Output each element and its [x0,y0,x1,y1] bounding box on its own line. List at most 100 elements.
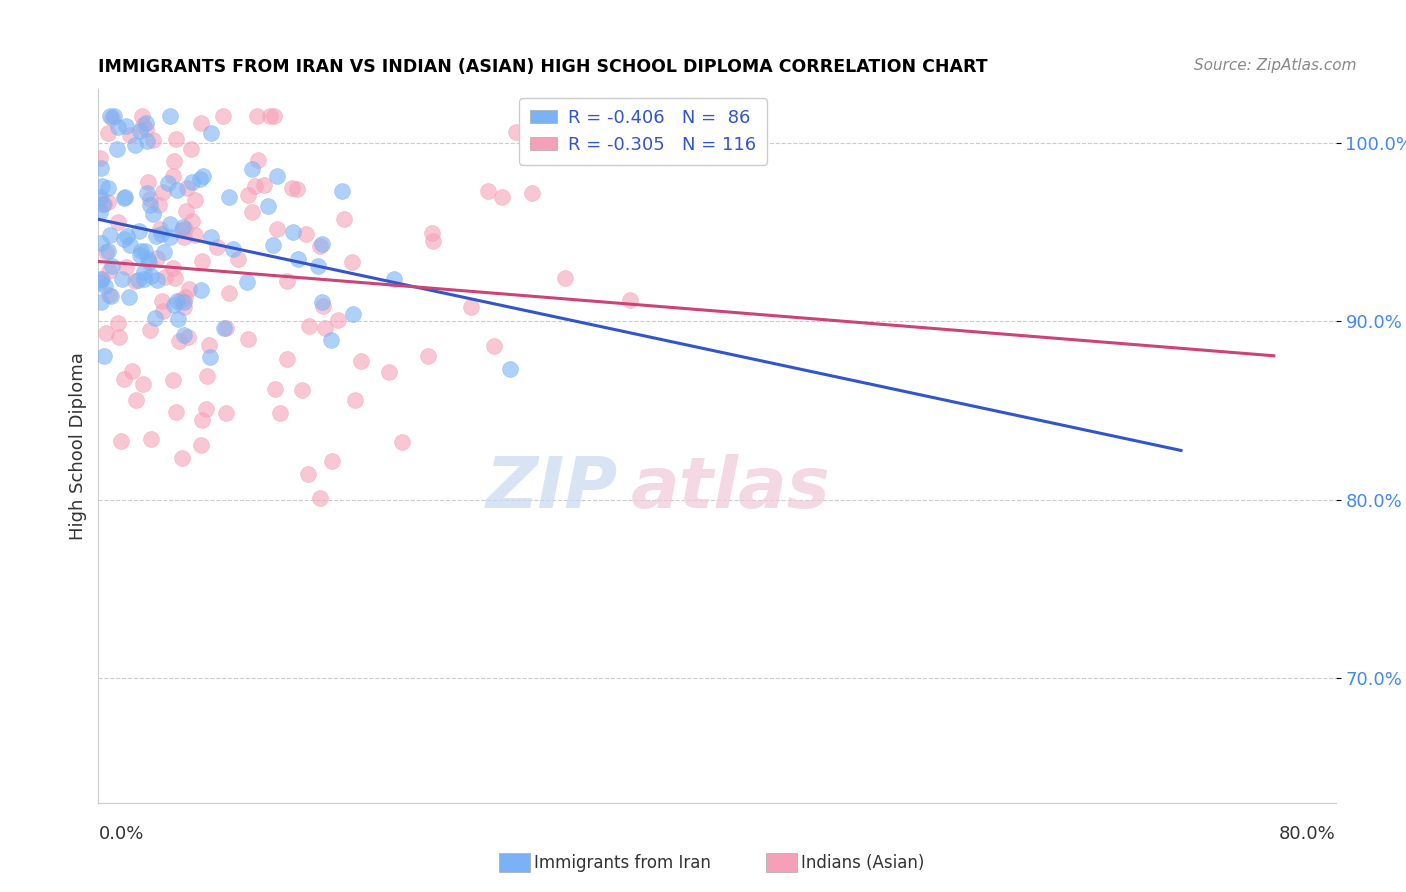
Point [150,293,173,308]
Point [142,133,165,147]
Point [132,119,155,133]
Point [89,275,111,289]
Point [262,238,284,252]
Point [281,225,304,239]
Point [125,392,148,407]
Point [311,295,333,310]
Text: Source: ZipAtlas.com: Source: ZipAtlas.com [1194,58,1357,73]
Point [240,204,263,219]
Point [110,434,132,448]
Point [120,128,142,143]
Point [195,369,218,384]
Point [200,350,222,364]
Point [236,332,259,346]
Point [163,271,186,285]
Point [111,271,134,285]
Point [139,432,162,446]
Point [172,219,194,234]
Point [97,194,120,209]
Point [391,434,413,449]
Point [266,222,288,236]
Point [235,275,257,289]
Point [165,132,187,146]
Point [97,244,120,259]
Point [101,259,124,273]
Text: Indians (Asian): Indians (Asian) [801,854,925,871]
Point [132,272,155,286]
Point [166,293,188,308]
Point [340,255,363,269]
Point [127,272,149,286]
Point [131,109,153,123]
Point [177,330,200,344]
Point [198,338,221,352]
Point [135,186,157,201]
Point [93,350,115,364]
Point [91,179,114,194]
Point [330,184,353,198]
Point [136,252,159,266]
Point [105,142,128,156]
Point [212,321,235,335]
Point [89,193,111,207]
Text: IMMIGRANTS FROM IRAN VS INDIAN (ASIAN) HIGH SCHOOL DIPLOMA CORRELATION CHART: IMMIGRANTS FROM IRAN VS INDIAN (ASIAN) H… [98,58,988,76]
Point [97,288,120,302]
Point [163,153,186,168]
Point [505,124,527,138]
Point [291,383,314,397]
Point [129,244,152,258]
Point [297,467,319,481]
Point [491,190,513,204]
Point [162,261,184,276]
Point [174,222,197,236]
Point [246,109,269,123]
Point [94,326,117,340]
Point [319,333,342,347]
Text: 80.0%: 80.0% [1279,825,1336,843]
Point [135,134,157,148]
Point [333,212,356,227]
Point [280,181,302,195]
Point [215,406,238,420]
Point [190,438,212,452]
Point [146,251,169,265]
Text: atlas: atlas [630,454,830,524]
Point [190,172,212,186]
Point [159,217,181,231]
Point [172,223,194,237]
Point [107,316,129,330]
Point [181,214,204,228]
Point [342,307,364,321]
Point [309,491,332,505]
Point [142,207,165,221]
Point [321,453,343,467]
Point [93,197,115,211]
Point [162,373,184,387]
Point [190,254,212,268]
Point [90,161,112,175]
Point [139,323,162,337]
Point [124,138,146,153]
Point [181,176,204,190]
Point [107,120,129,135]
Point [173,230,195,244]
Point [460,300,482,314]
Point [191,413,214,427]
Point [477,184,499,198]
Point [170,293,193,308]
Point [97,180,120,194]
Y-axis label: High School Diploma: High School Diploma [69,352,87,540]
Point [90,235,112,250]
Point [159,109,181,123]
Point [253,178,276,193]
Point [422,234,444,248]
Point [172,451,194,466]
Legend: R = -0.406   N =  86, R = -0.305   N = 116: R = -0.406 N = 86, R = -0.305 N = 116 [519,98,766,165]
Point [145,228,167,243]
Point [309,238,332,252]
Point [177,282,200,296]
Point [149,227,172,242]
Point [112,372,135,386]
Point [118,238,141,252]
Point [236,187,259,202]
